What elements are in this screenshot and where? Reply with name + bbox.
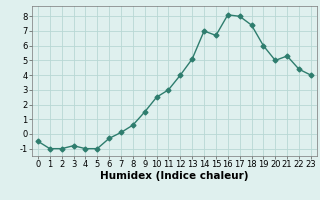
X-axis label: Humidex (Indice chaleur): Humidex (Indice chaleur): [100, 171, 249, 181]
